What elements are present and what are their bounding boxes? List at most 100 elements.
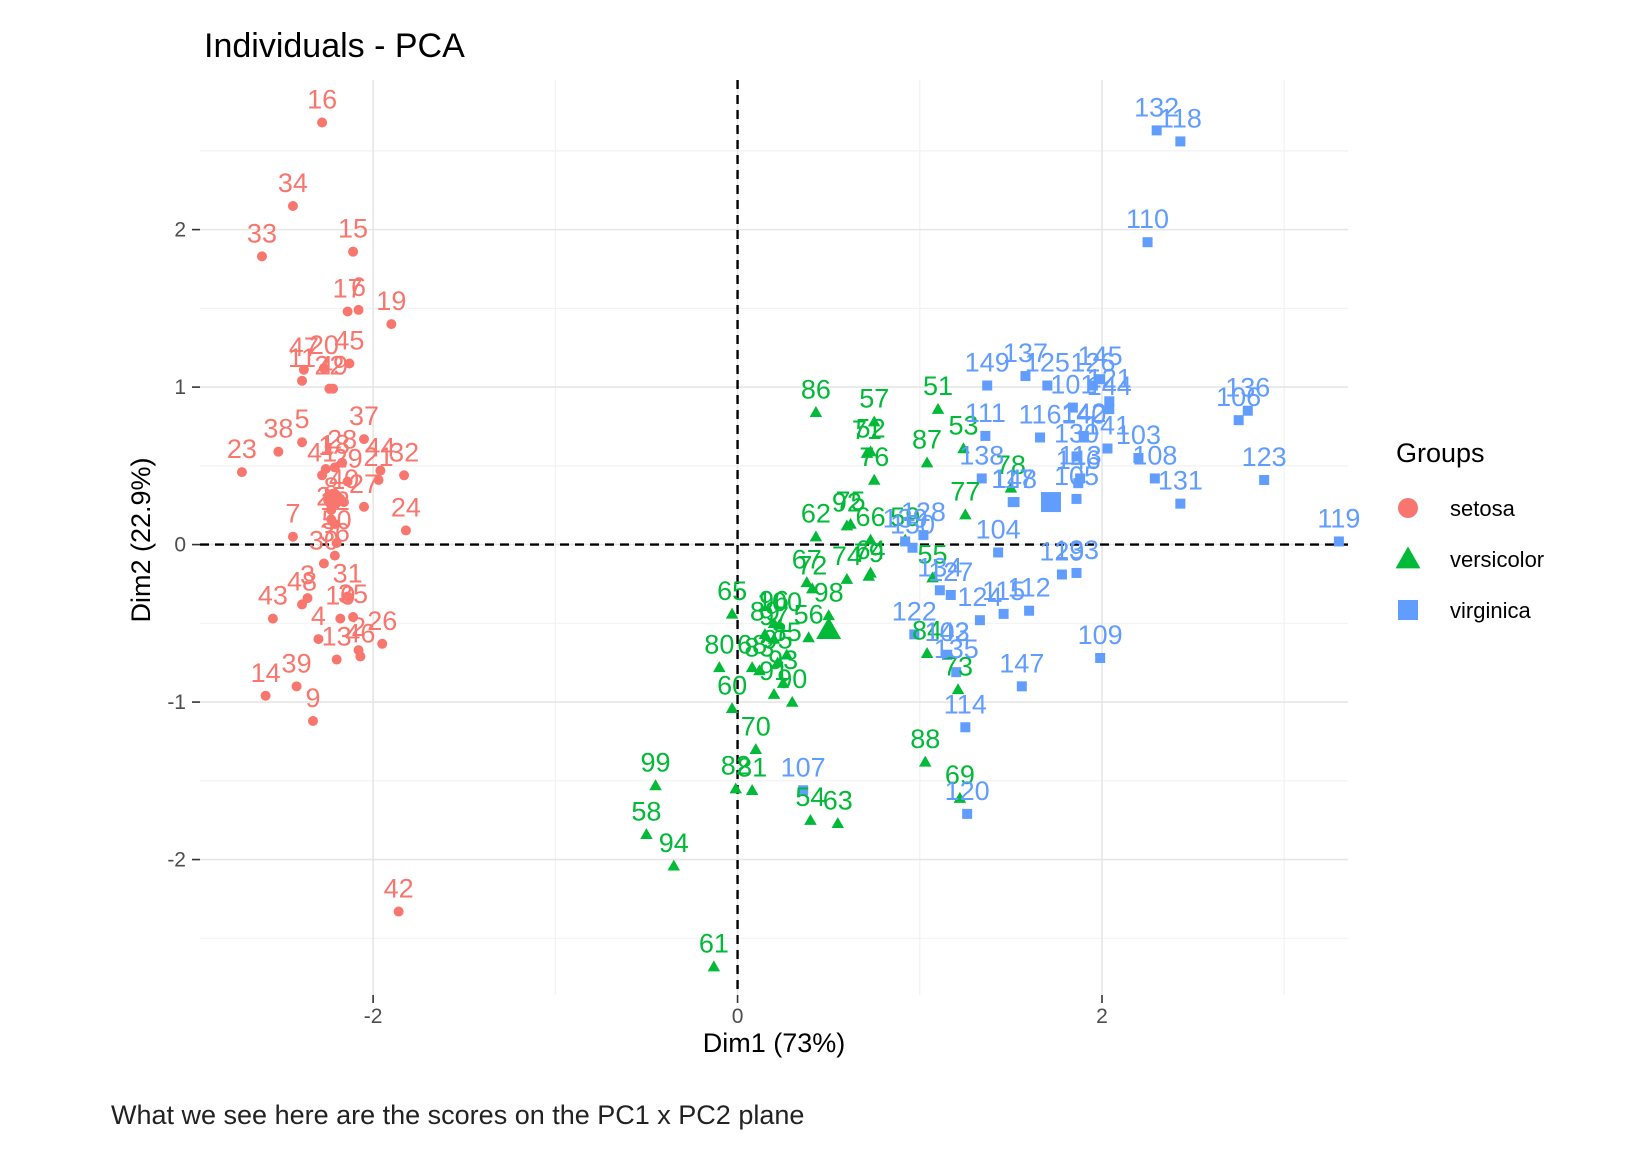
point-label: 89 (750, 596, 780, 626)
point-label: 58 (631, 796, 661, 826)
data-point (640, 828, 653, 840)
data-point (307, 715, 318, 726)
point-label: 140 (1061, 399, 1106, 429)
data-point (348, 612, 359, 623)
point-label: 75 (836, 486, 866, 516)
data-point (867, 415, 881, 427)
point-label: 117 (991, 464, 1034, 494)
data-point (953, 791, 967, 803)
data-point (291, 681, 302, 692)
point-label: 10 (325, 581, 355, 611)
point-label: 68 (737, 629, 767, 659)
point-label: 23 (227, 434, 257, 464)
point-label: 97 (759, 601, 789, 631)
point-label: 28 (327, 425, 357, 455)
point-label: 91 (759, 656, 789, 686)
data-point (942, 649, 953, 660)
point-label: 127 (928, 557, 973, 587)
point-label: 18 (320, 429, 350, 459)
point-label: 83 (744, 633, 774, 663)
data-point (804, 813, 817, 825)
y-axis-label: Dim2 (22.9%) (126, 457, 156, 622)
x-tick-label: 0 (732, 1005, 744, 1028)
point-label: 122 (892, 596, 937, 626)
reference-lines (200, 80, 1348, 995)
y-tick-label: 0 (174, 534, 186, 557)
point-label: 3 (300, 560, 315, 590)
point-label: 86 (801, 374, 831, 404)
data-point (1020, 371, 1031, 382)
point-label: 64 (856, 535, 886, 565)
data-point (725, 607, 739, 619)
point-label: 13 (322, 622, 352, 652)
data-point (326, 514, 337, 525)
data-point (982, 380, 993, 391)
data-point (957, 442, 970, 454)
data-point (1067, 402, 1078, 413)
data-point (329, 462, 340, 473)
point-label: 39 (282, 648, 312, 678)
data-point (393, 906, 404, 917)
group-centers (323, 488, 1061, 640)
point-label: 148 (992, 464, 1037, 494)
legend-key (1398, 600, 1418, 620)
data-point (1009, 497, 1020, 508)
point-label: 111 (965, 398, 1006, 428)
point-label: 92 (832, 488, 862, 518)
point-label: 130 (1054, 418, 1099, 448)
point-label: 135 (934, 634, 979, 664)
data-point (745, 784, 759, 795)
data-point (806, 582, 819, 594)
data-point (649, 779, 662, 791)
x-tick-label: -2 (364, 1005, 383, 1028)
data-point (976, 473, 987, 484)
point-label: 139 (883, 503, 928, 533)
grid-major-lines (200, 80, 1348, 995)
point-label: 71 (852, 415, 882, 445)
point-label: 93 (768, 645, 798, 675)
point-label: 77 (950, 477, 980, 507)
point-label: 22 (314, 351, 344, 381)
data-point (802, 631, 815, 643)
point-label: 113 (1059, 440, 1102, 470)
point-label: 50 (322, 505, 352, 535)
point-label: 12 (320, 486, 350, 516)
data-point (798, 785, 809, 796)
point-label: 60 (717, 670, 747, 700)
data-point (862, 569, 876, 581)
data-point (359, 434, 369, 445)
x-tick-label: 2 (1096, 1005, 1108, 1028)
data-point (1024, 605, 1035, 616)
point-label: 143 (925, 617, 970, 647)
y-tick-label: 1 (174, 376, 186, 399)
data-point (342, 306, 353, 317)
point-label: 108 (1132, 440, 1177, 470)
point-label: 141 (1085, 411, 1130, 441)
data-point (287, 200, 298, 211)
data-point (809, 530, 823, 542)
point-label: 70 (741, 711, 771, 741)
point-label: 101 (1050, 370, 1095, 400)
data-point (713, 661, 726, 673)
point-label: 78 (996, 450, 1026, 480)
data-point (1133, 452, 1144, 463)
plot-panel: 1234567891011121314151617181920212223242… (200, 80, 1360, 995)
data-point (993, 547, 1004, 558)
point-label: 100 (757, 587, 802, 617)
point-label: 131 (1158, 466, 1203, 496)
point-label: 116 (1019, 399, 1062, 429)
data-point (399, 470, 410, 481)
data-point (1035, 432, 1046, 443)
data-point (1087, 380, 1098, 391)
data-point (959, 508, 972, 520)
point-label: 87 (912, 425, 942, 455)
point-label: 104 (976, 514, 1021, 544)
point-label: 128 (901, 497, 946, 527)
data-point (260, 690, 271, 701)
group-center-point (816, 617, 842, 640)
data-point (386, 319, 397, 330)
point-label: 80 (704, 629, 734, 659)
data-point (773, 618, 786, 630)
data-point (287, 531, 298, 542)
point-label: 48 (287, 566, 317, 596)
